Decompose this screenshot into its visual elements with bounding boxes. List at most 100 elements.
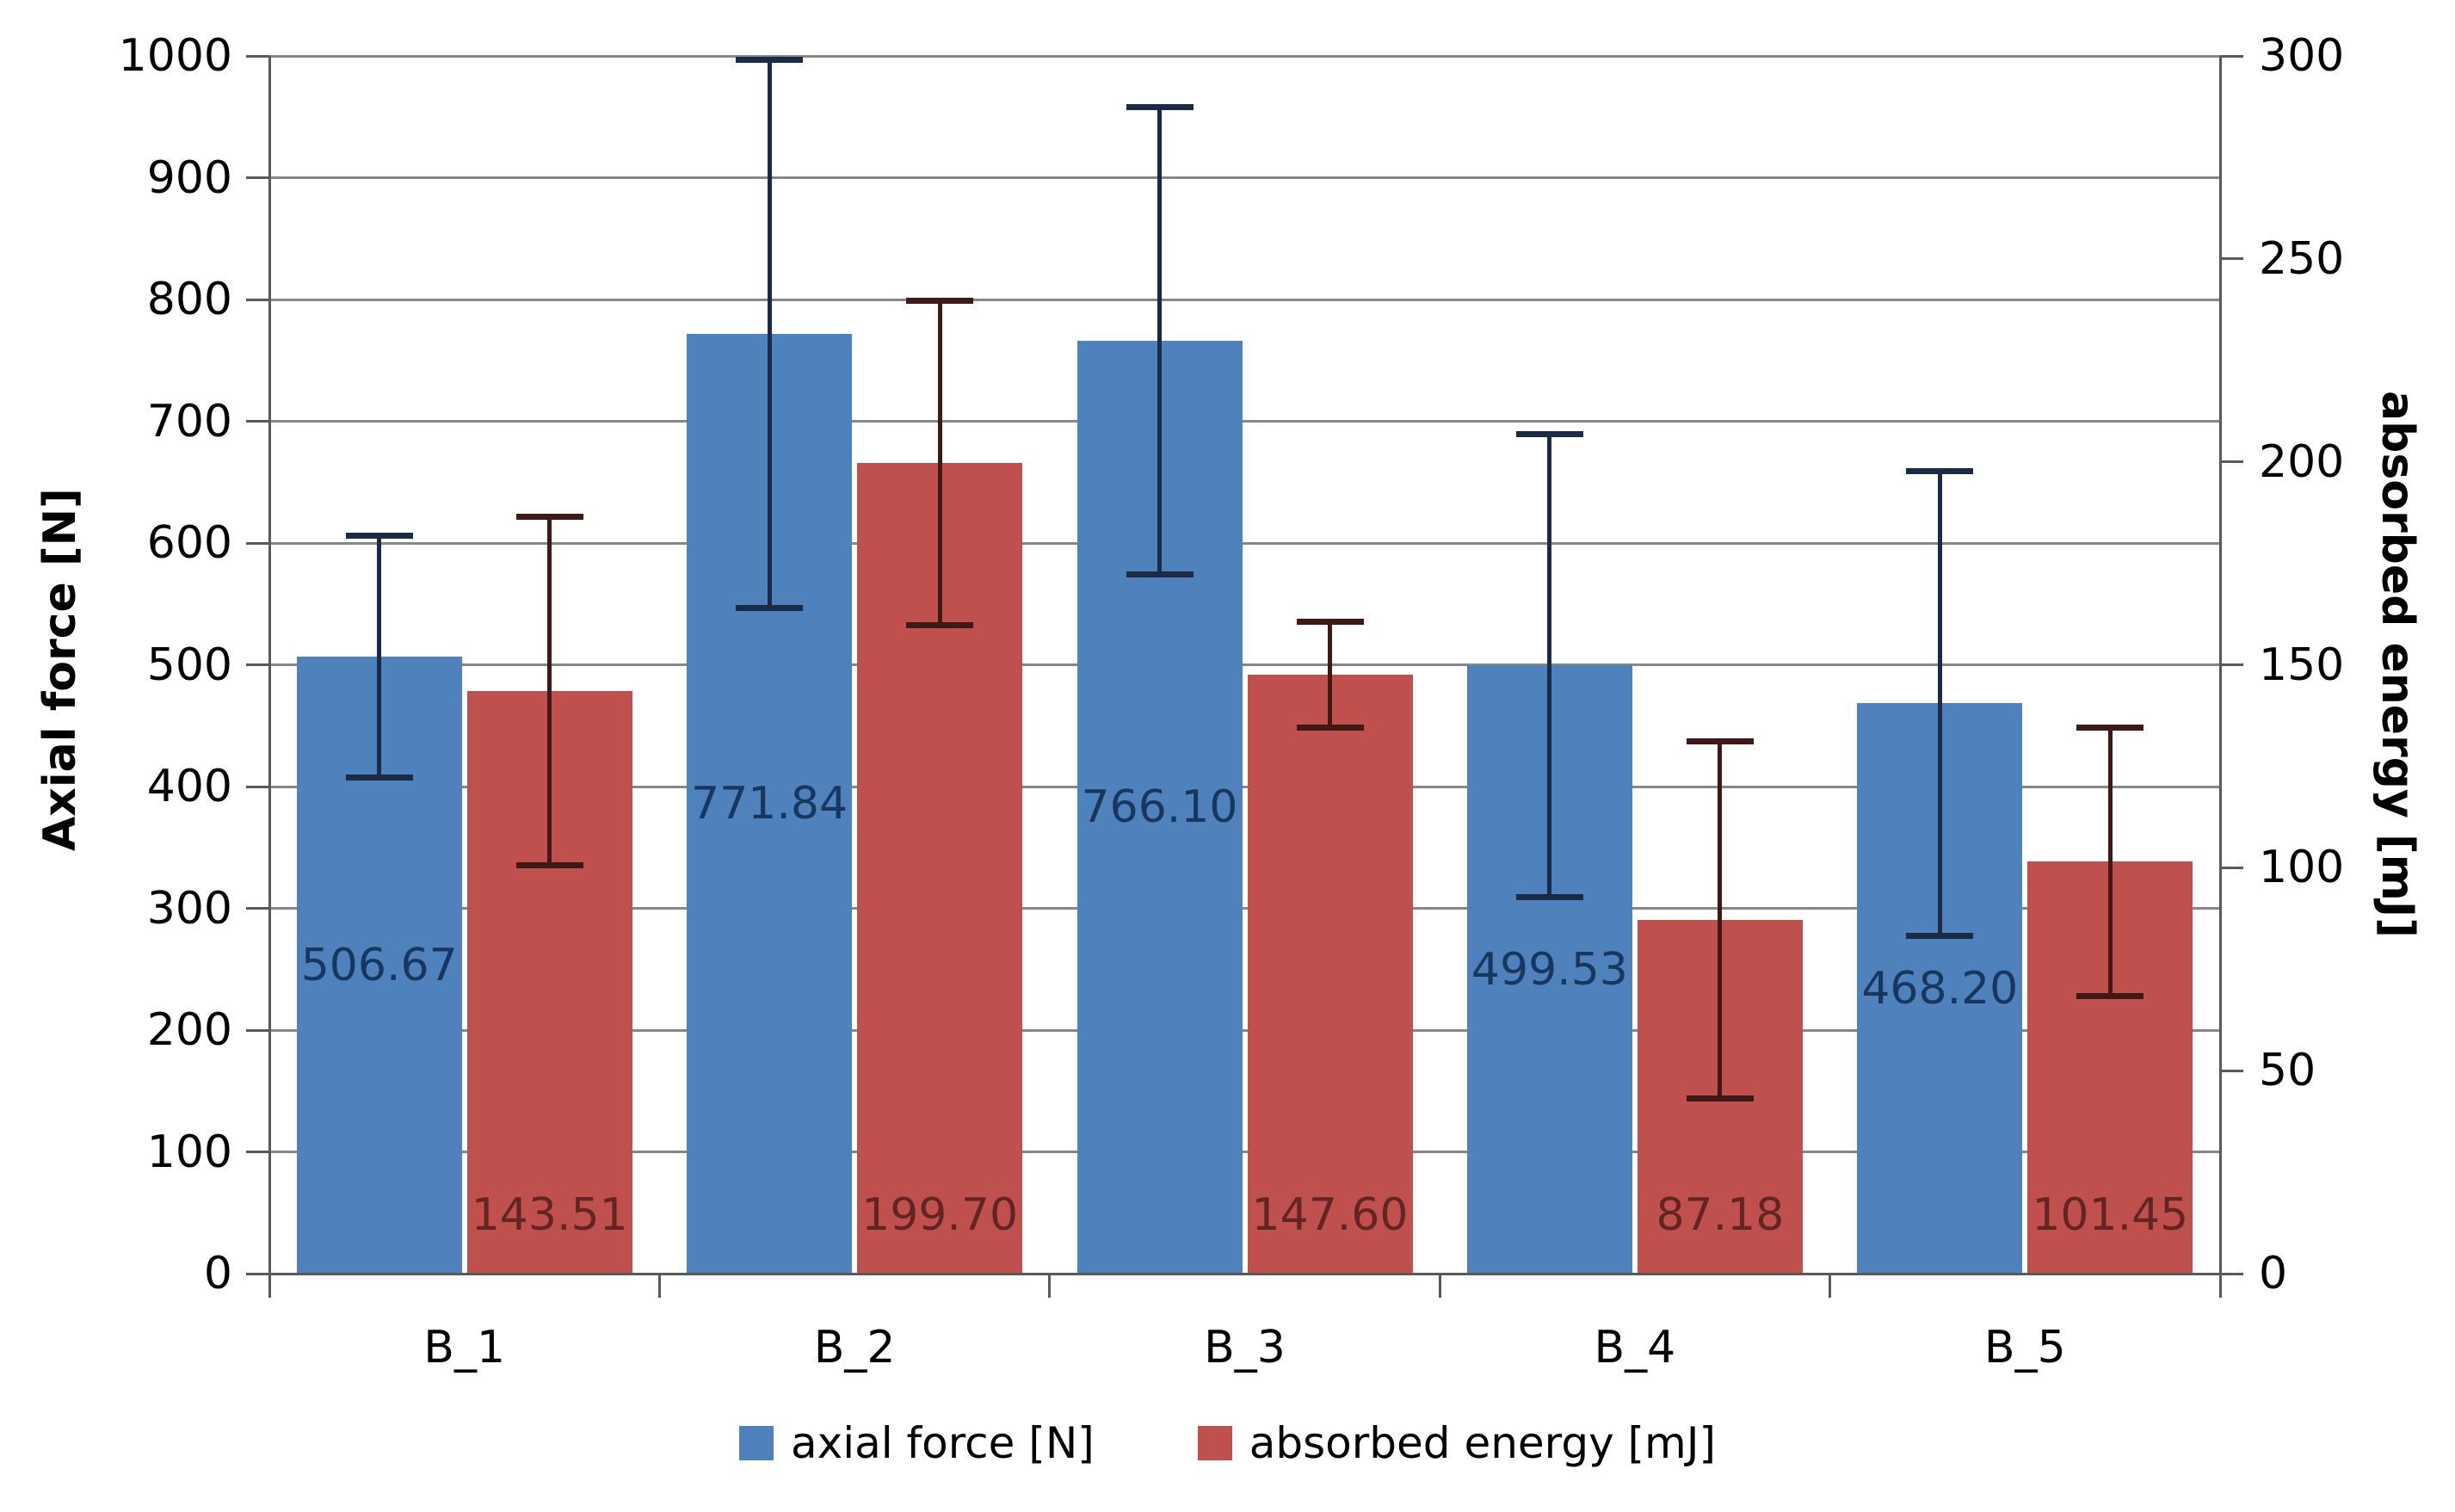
value-label: 143.51 [471,1189,628,1241]
left-axis-tick [246,1151,269,1153]
left-axis-tick [246,420,269,423]
left-axis-line [268,56,271,1276]
right-axis-tick [2220,1069,2243,1072]
value-label: 147.60 [1251,1189,1409,1241]
value-label: 468.20 [1861,962,2019,1015]
error-bar-top-cap [1126,103,1194,110]
bottom-axis-line [269,1272,2222,1275]
legend-label-axial-force: axial force [N] [790,1418,1095,1468]
value-label: 499.53 [1471,943,1628,996]
error-bar-top-cap [736,56,804,63]
axial-force-swatch-icon [738,1426,774,1460]
right-axis-tick [2220,1272,2243,1275]
error-bar-bottom-cap [515,862,583,869]
left-axis-tick-label: 300 [146,882,232,935]
left-axis-tick-label: 400 [146,761,232,812]
left-axis-tick-label: 100 [146,1126,232,1178]
gridline [269,54,2220,58]
error-bar [377,535,382,778]
error-bar-bottom-cap [1515,893,1583,900]
right-axis-tick [2220,866,2243,869]
value-label: 101.45 [2032,1189,2189,1241]
error-bar-top-cap [1906,467,1974,474]
left-axis-tick [246,1028,269,1032]
gridline [269,1151,2220,1153]
category-label: B_1 [423,1322,506,1373]
left-axis-tick-label: 500 [146,639,232,691]
gridline [269,420,2220,423]
right-axis-tick-label: 200 [2259,435,2345,488]
value-label: 87.18 [1656,1189,1785,1241]
gridline [269,663,2220,666]
left-axis-tick [246,176,269,179]
category-label: B_5 [1983,1322,2066,1373]
left-axis-tick-label: 600 [146,517,232,569]
left-axis-tick [246,298,269,301]
right-axis-tick-label: 0 [2259,1248,2288,1299]
error-bar-top-cap [345,533,413,540]
right-axis-tick-label: 150 [2259,639,2345,691]
gridline [269,541,2220,545]
left-axis-tick-label: 1000 [118,30,232,82]
left-axis-tick [246,907,269,910]
right-axis-tick [2220,663,2243,666]
bottom-axis-tick [1048,1274,1052,1298]
right-axis-line [2218,56,2222,1276]
value-label: 199.70 [861,1189,1019,1241]
gridline [269,298,2220,301]
error-bar [937,300,942,626]
error-bar [2107,727,2113,997]
left-axis-tick [246,541,269,545]
left-axis-tick [246,663,269,666]
error-bar-top-cap [906,297,974,304]
bottom-axis-tick [1829,1274,1832,1298]
error-bar-top-cap [2076,725,2144,731]
left-axis-tick-label: 900 [146,151,232,204]
error-bar-bottom-cap [2076,992,2144,999]
left-axis-tick-label: 0 [203,1248,232,1299]
error-bar-top-cap [1515,430,1583,437]
legend-label-absorbed-energy: absorbed energy [mJ] [1249,1418,1717,1468]
right-axis-tick [2220,54,2243,58]
error-bar [1937,471,1942,936]
right-axis-title: absorbed energy [mJ] [2372,391,2423,938]
error-bar-bottom-cap [1296,724,1364,731]
gridline [269,907,2220,910]
legend-item-axial-force: axial force [N] [738,1418,1095,1468]
left-axis-tick-label: 800 [146,274,232,325]
error-bar [767,59,772,608]
error-bar [1547,434,1552,897]
right-axis-tick-label: 250 [2259,232,2345,285]
error-bar-bottom-cap [1126,571,1194,578]
bottom-axis-tick [1438,1274,1441,1298]
left-axis-tick-label: 700 [146,395,232,447]
value-label: 506.67 [300,939,458,991]
value-label: 766.10 [1081,781,1238,833]
left-axis-title: Axial force [N] [34,488,86,851]
error-bar [1157,107,1162,575]
bottom-axis-tick [657,1274,661,1298]
legend: axial force [N] absorbed energy [mJ] [0,1418,2455,1468]
absorbed-energy-swatch-icon [1197,1426,1232,1460]
right-axis-tick [2220,257,2243,261]
category-label: B_2 [813,1322,896,1373]
right-axis-tick [2220,460,2243,464]
gridline [269,176,2220,179]
error-bar-bottom-cap [345,774,413,781]
error-bar-bottom-cap [906,622,974,629]
error-bar-top-cap [1686,737,1754,744]
left-axis-tick [246,785,269,788]
bottom-axis-tick [268,1274,271,1298]
error-bar-top-cap [1296,619,1364,625]
error-bar [1328,621,1332,728]
right-axis-tick-label: 300 [2259,30,2345,82]
left-axis-tick [246,54,269,58]
error-bar-top-cap [515,513,583,520]
bottom-axis-tick [2218,1274,2222,1298]
category-label: B_4 [1594,1322,1676,1373]
legend-item-absorbed-energy: absorbed energy [mJ] [1197,1418,1717,1468]
error-bar-bottom-cap [1906,933,1974,940]
gridline [269,785,2220,788]
